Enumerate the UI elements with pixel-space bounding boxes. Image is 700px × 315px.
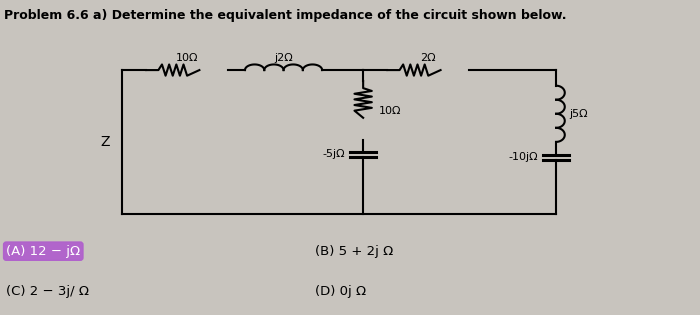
Text: j5Ω: j5Ω bbox=[570, 109, 588, 119]
Text: (B) 5 + 2j Ω: (B) 5 + 2j Ω bbox=[315, 245, 393, 258]
Text: 2Ω: 2Ω bbox=[421, 53, 436, 63]
Text: 10Ω: 10Ω bbox=[379, 106, 401, 116]
Text: (C) 2 − 3j/ Ω: (C) 2 − 3j/ Ω bbox=[6, 285, 89, 298]
Text: j2Ω: j2Ω bbox=[274, 53, 293, 63]
Text: -5jΩ: -5jΩ bbox=[322, 149, 345, 159]
Text: -10jΩ: -10jΩ bbox=[508, 152, 538, 163]
Text: (A) 12 − jΩ: (A) 12 − jΩ bbox=[6, 245, 80, 258]
Text: Problem 6.6 a) Determine the equivalent impedance of the circuit shown below.: Problem 6.6 a) Determine the equivalent … bbox=[4, 9, 566, 22]
Text: 10Ω: 10Ω bbox=[176, 53, 198, 63]
Text: Z: Z bbox=[100, 135, 110, 149]
Text: (D) 0j Ω: (D) 0j Ω bbox=[315, 285, 366, 298]
